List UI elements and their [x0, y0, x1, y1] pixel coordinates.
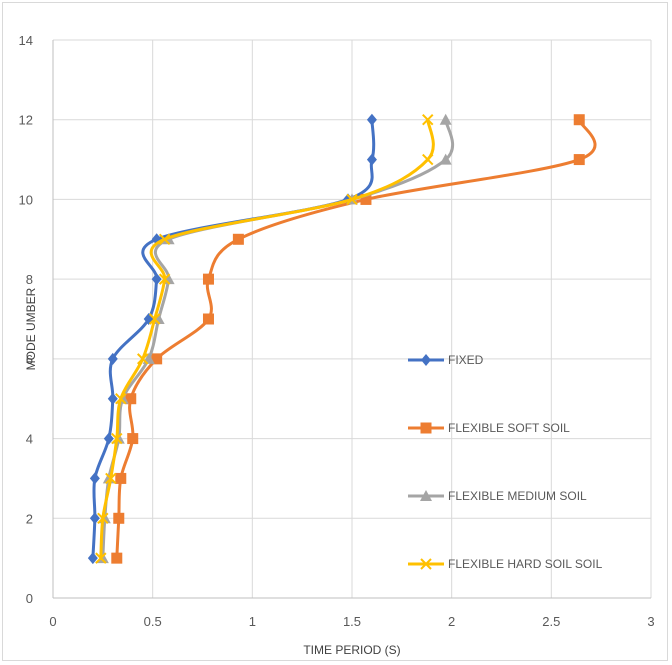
- x-tick-label: 1: [249, 614, 256, 629]
- data-point: [232, 233, 244, 245]
- data-point: [103, 432, 114, 445]
- data-point: [573, 154, 585, 166]
- legend-label: FIXED: [448, 353, 484, 367]
- data-point: [113, 512, 125, 524]
- x-tick-label: 2: [448, 614, 455, 629]
- legend: FIXED FLEXIBLE SOFT SOIL FLEXIBLE MEDIUM S…: [408, 353, 603, 571]
- x-tick-label: 0.5: [144, 614, 162, 629]
- legend-marker: [420, 490, 432, 501]
- data-point: [573, 114, 585, 126]
- series-layer: [87, 113, 597, 565]
- marker-stroke: [105, 472, 117, 485]
- legend-label: FLEXIBLE MEDIUM SOIL: [448, 489, 587, 503]
- data-point: [422, 153, 434, 166]
- x-axis-title: TIME PERIOD (S): [303, 643, 400, 657]
- series-flexible-soft-soil: [111, 114, 597, 564]
- data-point: [97, 512, 109, 524]
- legend-marker: [420, 422, 432, 434]
- data-point: [115, 472, 127, 484]
- marker-stroke: [158, 273, 171, 285]
- marker-stroke: [148, 313, 161, 325]
- y-tick-label: 14: [19, 33, 33, 48]
- legend-item: FIXED: [408, 353, 484, 367]
- data-point: [158, 233, 171, 245]
- x-tick-label: 1.5: [343, 614, 361, 629]
- y-tick-label: 8: [26, 272, 33, 287]
- x-tick-label: 0: [49, 614, 56, 629]
- data-point: [439, 113, 452, 125]
- data-point: [346, 193, 358, 206]
- data-point: [439, 153, 452, 165]
- data-point: [202, 273, 214, 285]
- data-point: [107, 392, 118, 405]
- marker-stroke: [97, 512, 109, 524]
- marker-stroke: [136, 353, 149, 365]
- marker-stroke: [420, 558, 432, 570]
- legend-item: FLEXIBLE HARD SOIL SOIL: [408, 557, 603, 571]
- data-point: [151, 273, 162, 286]
- marker-stroke: [422, 114, 434, 126]
- marker-stroke: [115, 393, 127, 405]
- y-tick-label: 4: [26, 432, 33, 447]
- data-point: [105, 472, 117, 485]
- x-tick-label: 2.5: [542, 614, 560, 629]
- legend-item: FLEXIBLE SOFT SOIL: [408, 421, 570, 435]
- grid: [52, 39, 652, 599]
- axes: 0 0.5 1 1.5 2 2.5 3 0 2 4 6 8 10 12 14: [19, 33, 655, 629]
- data-point: [151, 353, 163, 365]
- y-tick-label: 0: [26, 591, 33, 606]
- marker-stroke: [95, 552, 107, 564]
- data-point: [89, 512, 100, 525]
- data-point: [125, 393, 137, 405]
- data-point: [95, 552, 107, 564]
- series-line: [91, 118, 376, 560]
- legend-item: FLEXIBLE MEDIUM SOIL: [408, 489, 587, 503]
- legend-label: FLEXIBLE HARD SOIL SOIL: [448, 557, 603, 571]
- y-tick-label: 12: [19, 113, 33, 128]
- data-point: [422, 114, 434, 126]
- data-point: [107, 352, 118, 365]
- marker-stroke: [346, 193, 358, 206]
- series-fixed: [87, 113, 377, 565]
- data-point: [87, 552, 98, 565]
- data-point: [136, 353, 149, 365]
- data-point: [111, 432, 123, 445]
- data-point: [202, 313, 214, 325]
- series-line: [101, 118, 455, 560]
- data-point: [148, 313, 161, 325]
- data-point: [89, 472, 100, 485]
- marker-stroke: [422, 153, 434, 166]
- marker-stroke: [158, 233, 171, 245]
- y-tick-label: 6: [26, 352, 33, 367]
- data-point: [366, 113, 377, 126]
- marker-stroke: [111, 432, 123, 445]
- data-point: [127, 433, 139, 445]
- y-axis-title: MODE UMBER: [24, 287, 38, 370]
- data-point: [115, 393, 127, 405]
- line-chart: 0 0.5 1 1.5 2 2.5 3 0 2 4 6 8 10 12 14 FIXED FLEXIBLE S…: [19, 33, 655, 657]
- legend-marker: [420, 558, 432, 570]
- data-point: [111, 552, 123, 564]
- legend-marker: [421, 354, 431, 366]
- x-tick-label: 3: [647, 614, 654, 629]
- y-tick-label: 2: [26, 511, 33, 526]
- data-point: [360, 193, 372, 205]
- y-tick-label: 10: [19, 192, 33, 207]
- legend-label: FLEXIBLE SOFT SOIL: [448, 421, 570, 435]
- series-line: [99, 118, 435, 560]
- data-point: [366, 153, 377, 166]
- data-point: [158, 273, 171, 285]
- series-flexible-hard-soil-soil: [95, 114, 435, 564]
